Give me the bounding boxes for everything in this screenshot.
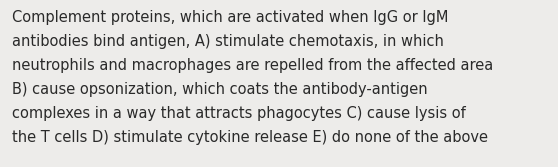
Text: complexes in a way that attracts phagocytes C) cause lysis of: complexes in a way that attracts phagocy… (12, 106, 466, 121)
Text: Complement proteins, which are activated when IgG or IgM: Complement proteins, which are activated… (12, 10, 449, 25)
Text: the T cells D) stimulate cytokine release E) do none of the above: the T cells D) stimulate cytokine releas… (12, 130, 488, 145)
Text: antibodies bind antigen, A) stimulate chemotaxis, in which: antibodies bind antigen, A) stimulate ch… (12, 34, 444, 49)
Text: B) cause opsonization, which coats the antibody-antigen: B) cause opsonization, which coats the a… (12, 82, 427, 97)
Text: neutrophils and macrophages are repelled from the affected area: neutrophils and macrophages are repelled… (12, 58, 493, 73)
